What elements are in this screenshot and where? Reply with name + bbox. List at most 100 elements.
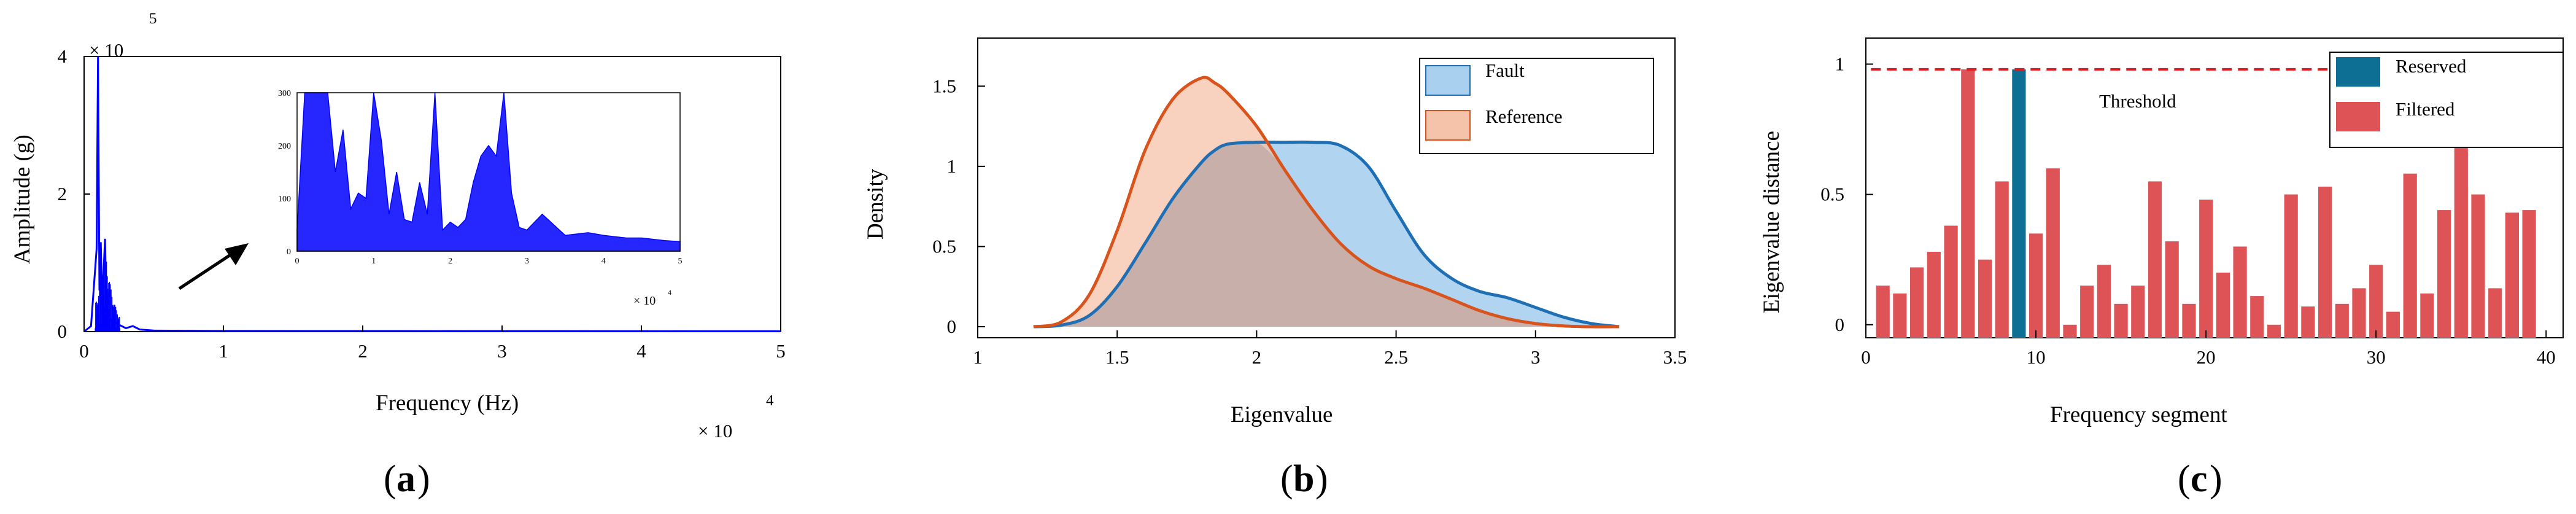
panel-b-y-tick-label: 0: [947, 316, 957, 337]
panel-a-x-ticks: 0 1 2 3 4 5: [79, 325, 786, 362]
panel-c-y-tick-label: 0: [1835, 314, 1845, 335]
panel-c-threshold-label: Threshold: [2099, 90, 2176, 112]
panel-a-inset-y-tick-label: 300: [278, 89, 291, 98]
panel-a-y-ticks: 0 2 4: [58, 45, 90, 342]
panel-c-filtered-bar: [1893, 293, 1907, 338]
panel-b-x-tick-label: 1.5: [1105, 346, 1129, 368]
panel-b-caption-letter: b: [1293, 458, 1314, 500]
panel-c-filtered-bar: [2063, 324, 2077, 338]
panel-c-filtered-bar: [1961, 69, 1975, 338]
panel-b-legend-label-reference: Reference: [1485, 106, 1563, 127]
panel-b-x-ticks: 1 1.5 2 2.5 3 3.5: [973, 330, 1687, 368]
panel-b-x-tick-label: 3: [1531, 346, 1541, 368]
panel-c-filtered-bar: [2046, 168, 2060, 338]
panel-b-x-tick-label: 2: [1252, 346, 1262, 368]
panel-c-filtered-bar: [2369, 265, 2383, 338]
panel-c-y-tick-label: 1: [1835, 53, 1845, 74]
panel-a-spectrum-line: [83, 56, 781, 333]
panel-c-legend-label-filtered: Filtered: [2396, 98, 2455, 120]
panel-c-filtered-bar: [1944, 225, 1958, 338]
panel-b-x-tick-label: 3.5: [1663, 346, 1687, 368]
panel-a-arrow-head: [225, 243, 249, 265]
panel-c-filtered-bar: [2131, 286, 2145, 338]
panel-a-x-tick-label: 3: [497, 340, 507, 362]
panel-c-x-tick-label: 30: [2367, 346, 2386, 368]
panel-c-filtered-bar: [2233, 246, 2247, 338]
panel-c-filtered-bar: [2403, 173, 2417, 338]
panel-c-legend: Reserved Filtered: [2329, 52, 2564, 148]
panel-b-reference-line: [1033, 76, 1620, 329]
panel-c-filtered-bar: [2454, 127, 2468, 338]
panel-b-legend-swatch-fault: [1425, 65, 1471, 96]
panel-c-y-axis-label: Eigenvalue distance: [1759, 131, 1784, 313]
panel-b-x-tick-label: 1: [973, 346, 983, 368]
panel-a-inset-y-tick-label: 100: [278, 195, 291, 204]
panel-c-filtered-bar: [2437, 210, 2451, 338]
panel-c-x-tick-label: 20: [2197, 346, 2216, 368]
panel-a-inset-x-tick-label: 2: [448, 257, 452, 266]
panel-a-inset-spectrum: [296, 92, 681, 252]
panel-b-density-areas: [1033, 76, 1620, 329]
panel-c-legend-swatch-filtered: [2336, 102, 2380, 131]
panel-c-legend-label-reserved: Reserved: [2396, 55, 2467, 77]
panel-a-x-tick-label: 5: [776, 340, 786, 362]
panel-c-filtered-bar: [2386, 311, 2400, 338]
panel-a-x-exponent-base: × 10: [698, 420, 732, 442]
panel-c-filtered-bar: [2335, 303, 2349, 338]
panel-b-y-tick-label: 0.5: [932, 235, 956, 257]
panel-a-y-tick-label: 4: [58, 45, 68, 67]
panel-c-filtered-bar: [2182, 303, 2196, 338]
panel-a-inset-x-exponent-power: 4: [668, 288, 671, 297]
panel-c-legend-swatch-reserved: [2336, 57, 2380, 87]
panel-c-caption-close: ): [2210, 458, 2222, 500]
panel-a-y-tick-label: 2: [58, 183, 68, 204]
panel-c-reserved-bar: [2012, 69, 2026, 338]
panel-c-x-tick-label: 0: [1861, 346, 1871, 368]
panel-a-y-exponent-base: × 10: [89, 39, 123, 61]
panel-c-filtered-bar: [2267, 324, 2281, 338]
panel-c-x-tick-label: 10: [2027, 346, 2046, 368]
panel-a-inset: 0 100 200 300 0 1 2 3 4 5 × 10 4: [278, 89, 683, 308]
panel-c-filtered-bar: [2522, 210, 2536, 338]
panel-a-y-exponent-power: 5: [149, 10, 157, 27]
panel-c-filtered-bar: [2199, 200, 2213, 338]
panel-c-bars: [1876, 69, 2536, 338]
panel-c-filtered-bar: [1876, 286, 1890, 338]
panel-b-legend: Fault Reference: [1419, 58, 1654, 154]
panel-c-y-tick-label: 0.5: [1820, 184, 1844, 205]
panel-a-inset-x-tick-label: 3: [525, 257, 529, 266]
panel-c-filtered-bar: [2029, 233, 2043, 338]
panel-a-x-tick-label: 0: [79, 340, 89, 362]
panel-a-x-tick-label: 4: [636, 340, 646, 362]
panel-a-y-tick-label: 0: [58, 321, 68, 342]
panel-b-y-tick-label: 1: [947, 155, 957, 177]
panel-a-arrow-shaft: [178, 251, 234, 290]
panel-a-inset-y-tick-label: 200: [278, 142, 291, 151]
panel-b-overlap-area: [1033, 140, 1620, 327]
panel-b-legend-swatch-reference: [1425, 110, 1471, 141]
panel-c-caption-letter: c: [2191, 458, 2208, 500]
panel-a-caption-letter: a: [396, 458, 416, 500]
panel-b-fault-line: [1033, 140, 1620, 329]
panel-b-x-axis-label: Eigenvalue: [1231, 402, 1332, 427]
panel-c-y-ticks: 00.51: [1820, 53, 1873, 335]
panel-a-caption-open: (: [384, 458, 396, 500]
panel-b-caption-open: (: [1280, 458, 1293, 500]
panel-a-x-tick-label: 1: [219, 340, 228, 362]
panel-a-inset-y-tick-label: 0: [287, 247, 291, 257]
panel-a-inset-frame: [296, 92, 681, 252]
panel-c-filtered-bar: [1995, 181, 2009, 338]
panel-c-filtered-bar: [2471, 194, 2485, 338]
panel-c-filtered-bar: [2097, 265, 2111, 338]
panel-c-x-tick-label: 40: [2537, 346, 2556, 368]
panel-a-inset-x-exponent-base: × 10: [633, 294, 656, 308]
panel-c-x-ticks: 0 10 20 30 40: [1861, 330, 2556, 368]
panel-c-filtered-bar: [2148, 181, 2162, 338]
panel-b-x-tick-label: 2.5: [1384, 346, 1408, 368]
panel-a-x-tick-label: 2: [358, 340, 368, 362]
panel-a-inset-x-tick-label: 0: [295, 257, 300, 266]
panel-c-filtered-bar: [2284, 194, 2298, 338]
panel-b: 1 1.5 2 2.5 3 3.5 0 0.5 1 1.5 Fault Reference Ei…: [863, 37, 1687, 500]
panel-c-x-axis-label: Frequency segment: [2050, 402, 2227, 427]
